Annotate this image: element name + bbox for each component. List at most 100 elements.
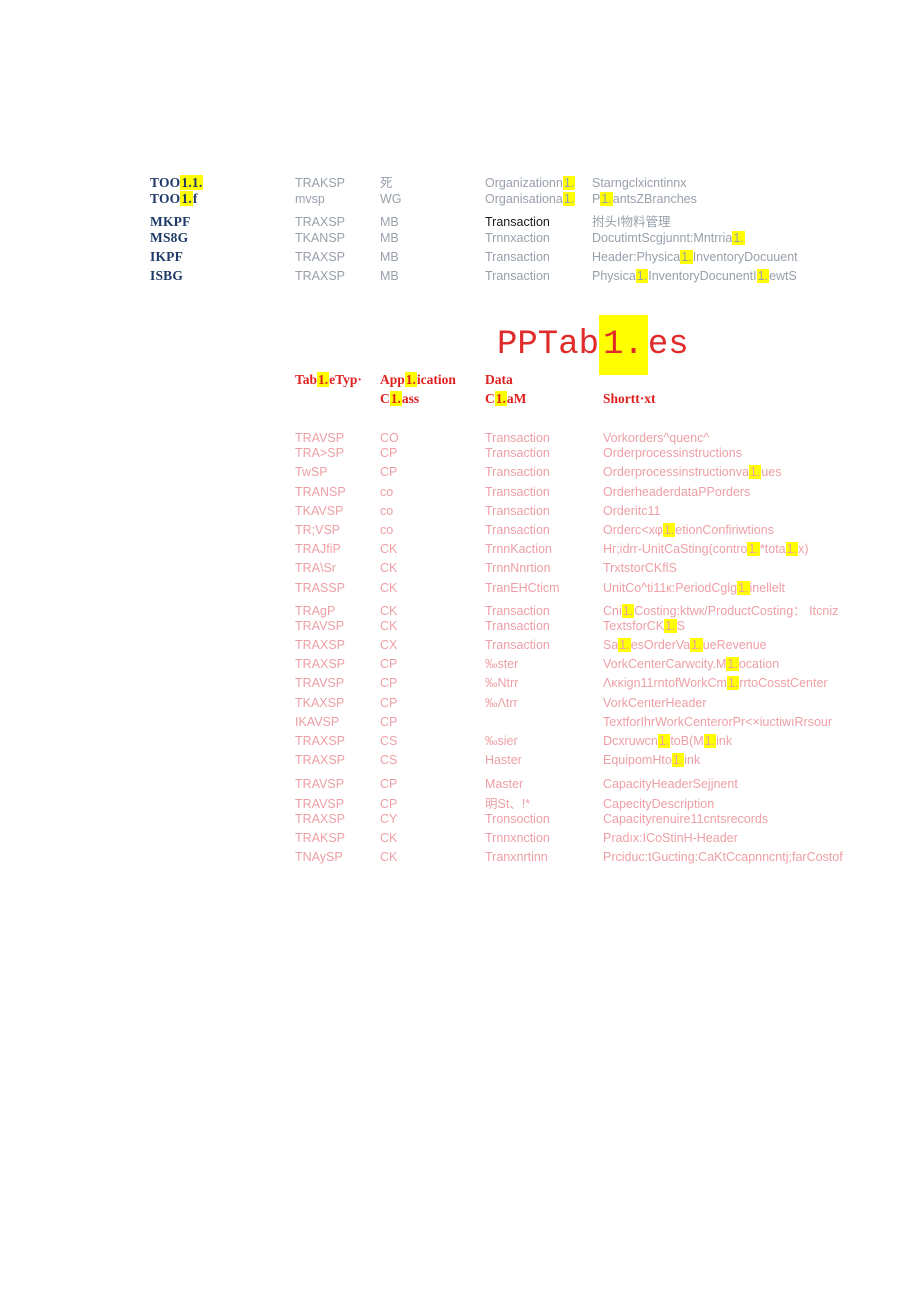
table-type-cell: TKANSP <box>295 230 346 245</box>
area-cell: MB <box>380 269 399 284</box>
table-type-cell: TRAKSP <box>295 176 346 190</box>
short-text-cell: Orderc<xφ1.etionConfiriwtions <box>603 522 774 537</box>
short-text-cell: Hr;idrr-UnitCaSting(contro1.*tota1.x) <box>603 542 809 557</box>
main-table-row: TRAXSP CX Transaction Sa1.esOrderVa1.ueReve… <box>295 638 843 657</box>
header-table-type: Tab1.eTyp· <box>295 372 362 387</box>
data-class-cell: ‰sier <box>485 734 518 748</box>
short-text-cell: Physica1.InventoryDocunentI1.ewtS <box>592 269 797 284</box>
top-table: TOO1.1. TRAKSP 死 Organizationn1. Starngclxic… <box>150 172 798 288</box>
short-text-cell: OrderheaderdataPPorders <box>603 484 751 499</box>
table-type-cell: TRAXSP <box>295 638 346 653</box>
short-text-cell: TextsforCK1.S <box>603 618 685 633</box>
application-class-cell: CK <box>380 542 398 557</box>
application-class-cell: CP <box>380 657 398 672</box>
short-text-cell: CapecityDescription <box>603 796 715 811</box>
tcode-cell: MS8G <box>150 229 189 245</box>
main-table-row: TRAXSP CP ‰ster VorkCenterCarwcity.M1.ocati… <box>295 657 843 676</box>
short-text-cell: Orderitc11 <box>603 503 661 518</box>
table-type-cell: TRAVSP <box>295 777 345 792</box>
data-class-cell: TrnnNnrtion <box>485 561 551 576</box>
short-text-cell: 拊头I物料管理 <box>592 214 671 229</box>
table-type-cell: TRAgP <box>295 603 336 618</box>
data-class-cell: ‰Ntrr <box>485 676 519 691</box>
main-table-row: TRAKSP CK Trnnxnction Pradıx:ICoStinH-Heade… <box>295 831 843 850</box>
short-text-cell: Orderprocessinstructions <box>603 446 742 461</box>
data-class-cell: Transaction <box>485 503 550 518</box>
short-text-cell: Orderprocessinstructionva1.ues <box>603 465 782 480</box>
short-text-cell: Pradıx:ICoStinH-Header <box>603 830 738 845</box>
short-text-cell: VorkCenterHeader <box>603 695 707 710</box>
kind-cell: Trnnxaction <box>485 230 550 245</box>
data-class-cell: Master <box>485 777 524 792</box>
application-class-cell: CP <box>380 676 398 691</box>
application-class-cell: CK <box>380 618 398 633</box>
tcode-cell: IKPF <box>150 249 184 265</box>
main-table-row: TRAVSP CK Transaction TextsforCK1.S <box>295 618 843 638</box>
main-table-row: TKAXSP CP ‰Λtrr VorkCenterHeader <box>295 696 843 715</box>
data-class-cell: Transaction <box>485 484 550 499</box>
short-text-cell: TextforIhrWorkCenterorPr<×iuctiwıRrsour <box>603 714 833 729</box>
application-class-cell: CP <box>380 777 398 792</box>
data-class-cell: Haster <box>485 753 522 768</box>
page-title: PPTab 1. es <box>497 315 689 375</box>
main-table-row: TwSP CP Transaction Orderprocessinstruction… <box>295 465 843 484</box>
top-table-row: TOO1.f mvsp WG Organisationa1. P1.antsZBranc… <box>150 191 798 210</box>
table-type-cell: TRAXSP <box>295 269 346 284</box>
application-class-cell: CP <box>380 714 398 729</box>
main-table-row: TKAVSP co Transaction Orderitc11 <box>295 504 843 523</box>
main-table-row: TRAgP CK Transaction Cni1.Costing:ktwк/Prod… <box>295 600 843 619</box>
table-type-cell: TR;VSP <box>295 522 341 537</box>
main-table-row: TRASSP CK TranEHCticm UnitCo^ti11к:PeriodCg… <box>295 580 843 600</box>
application-class-cell: CS <box>380 734 398 748</box>
table-type-cell: TKAVSP <box>295 503 344 518</box>
data-class-cell: Trnnxnction <box>485 830 550 845</box>
short-text-cell: Dcxruwcn1.toB(M1.ink <box>603 734 733 748</box>
area-cell: MB <box>380 250 399 265</box>
table-type-cell: mvsp <box>295 192 325 207</box>
main-table-row: TRAVSP CO Transaction Vorkorders^quenc^ <box>295 431 843 446</box>
data-class-cell: Transaction <box>485 618 550 633</box>
main-table-row: TRAVSP CP ‰Ntrr Λκκign11rntofWorkCm1.rrtoCo… <box>295 676 843 695</box>
application-class-cell: CK <box>380 603 398 618</box>
table-type-cell: TRAXSP <box>295 811 346 826</box>
kind-cell: Transaction <box>485 269 550 284</box>
main-table: TRAVSP CO Transaction Vorkorders^quenc^ TRA>… <box>295 431 843 869</box>
application-class-cell: CP <box>380 796 398 811</box>
main-table-row: TRA>SP CP Transaction Orderprocessinstructi… <box>295 446 843 465</box>
top-table-row: ISBG TRAXSP MB Transaction Physica1.Inventor… <box>150 268 798 287</box>
short-text-cell: UnitCo^ti11к:PeriodCglg1.inellelt <box>603 580 785 595</box>
short-text-cell: Cni1.Costing:ktwк/ProductCosting： Itcniz <box>603 603 839 618</box>
short-text-cell: Sa1.esOrderVa1.ueRevenue <box>603 638 767 653</box>
area-cell: MB <box>380 214 399 229</box>
data-class-cell: Transaction <box>485 638 550 653</box>
tcode-cell: TOO1.1. <box>150 175 204 190</box>
data-class-cell: Transaction <box>485 465 550 480</box>
application-class-cell: co <box>380 484 394 499</box>
main-table-row: TRAXSP CS Haster EquipomHto1.ink <box>295 753 843 777</box>
application-class-cell: CP <box>380 695 398 710</box>
main-table-row: TRANSP co Transaction OrderheaderdataPPorde… <box>295 485 843 504</box>
table-type-cell: TRAXSP <box>295 250 346 265</box>
kind-cell: Organisationa1. <box>485 192 576 207</box>
main-table-header: Tab1.eTyp· App1.ication Data C1.ass C1.a… <box>295 371 656 408</box>
table-type-cell: TRAKSP <box>295 830 346 845</box>
short-text-cell: Prciduc:tGucting:CaKtCcapnncntj;farCosto… <box>603 850 843 865</box>
short-text-cell: Header:Physica1.InventoryDocuuent <box>592 250 798 265</box>
short-text-cell: VorkCenterCarwcity.M1.ocation <box>603 657 780 672</box>
application-class-cell: CX <box>380 638 398 653</box>
data-class-cell: TranEHCticm <box>485 580 560 595</box>
tcode-cell: TOO1.f <box>150 191 198 207</box>
application-class-cell: CK <box>380 580 398 595</box>
short-text-cell: Starngclxicntinnx <box>592 176 687 190</box>
table-type-cell: TRANSP <box>295 484 346 499</box>
header-data-class-line2: C1.aM <box>485 390 527 406</box>
data-class-cell: Transaction <box>485 446 550 461</box>
table-type-cell: IKAVSP <box>295 714 340 729</box>
short-text-cell: TrxtstorCKflS <box>603 561 677 576</box>
table-type-cell: TwSP <box>295 465 328 480</box>
table-type-cell: TKAXSP <box>295 695 345 710</box>
main-table-row: TRA\Sr CK TrnnNnrtion TrxtstorCKflS <box>295 561 843 580</box>
application-class-cell: CK <box>380 830 398 845</box>
header-short-text: Shortt·xt <box>603 390 656 406</box>
